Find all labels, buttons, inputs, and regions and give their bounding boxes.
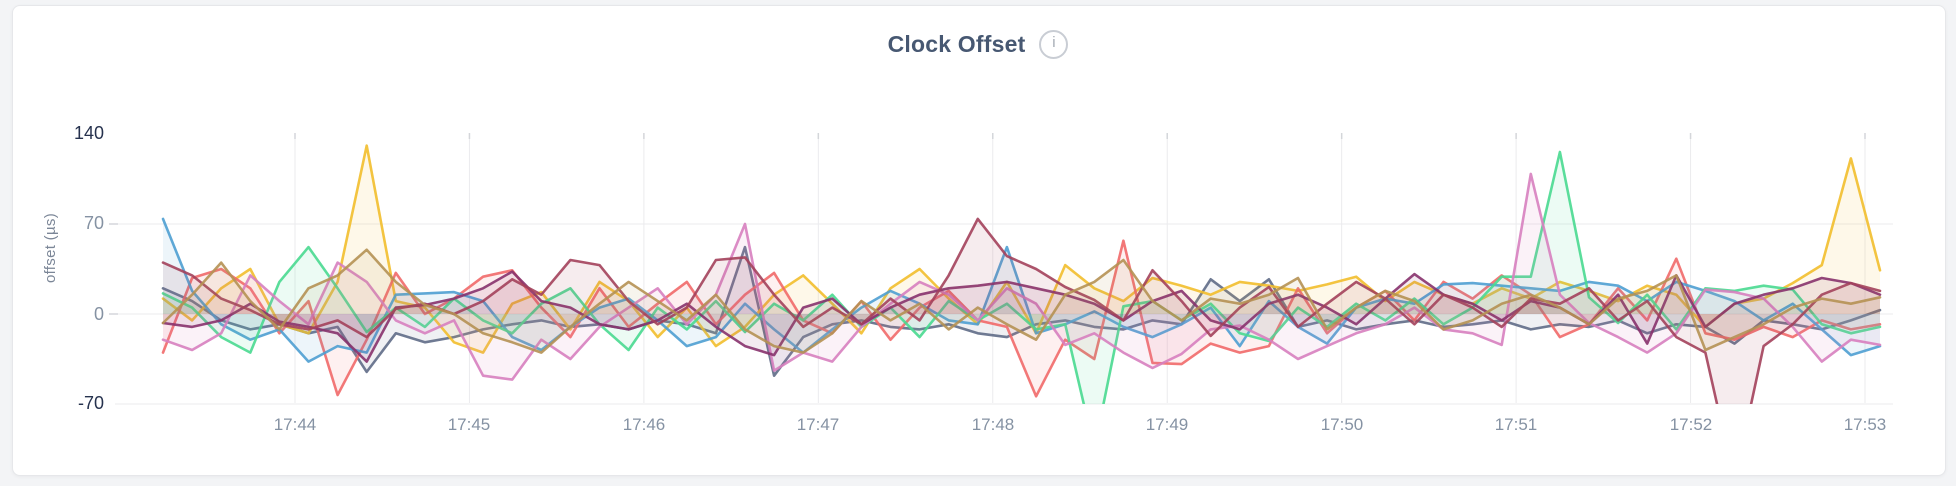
x-tick-label: 17:46 [622, 415, 666, 434]
x-tick-label: 17:49 [1145, 415, 1189, 434]
y-tick-label: -70 [77, 393, 104, 413]
chart-card [12, 5, 1946, 476]
x-tick-label: 17:52 [1669, 415, 1713, 434]
chart-title: Clock Offset [887, 30, 1026, 57]
x-tick-label: 17:47 [796, 415, 840, 434]
x-tick-label: 17:45 [447, 415, 491, 434]
x-tick-label: 17:44 [273, 415, 317, 434]
y-axis-title: offset (µs) [42, 213, 59, 284]
x-tick-label: 17:51 [1494, 415, 1538, 434]
chart-plot-area[interactable] [115, 108, 1893, 404]
y-tick-label: 140 [73, 123, 104, 143]
y-tick-label: 0 [93, 304, 104, 324]
x-tick-label: 17:53 [1843, 415, 1887, 434]
x-tick-label: 17:50 [1320, 415, 1364, 434]
x-tick-label: 17:48 [971, 415, 1015, 434]
chart-header: Clock Offset i [12, 26, 1944, 62]
y-tick-label: 70 [83, 213, 104, 233]
info-icon[interactable]: i [1039, 29, 1069, 59]
